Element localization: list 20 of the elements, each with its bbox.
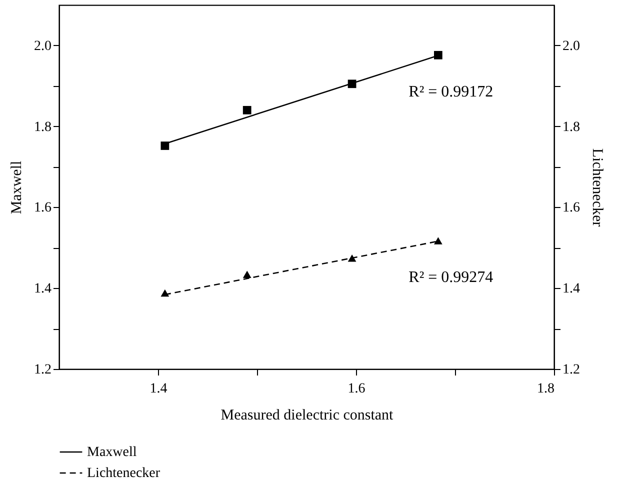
y2-axis-title: Lichtenecker	[589, 148, 605, 227]
legend-label: Maxwell	[87, 445, 137, 460]
y2-tick-label: 1.6	[562, 200, 580, 216]
y2-tick-label: 1.4	[562, 282, 580, 297]
y2-tick-label: 2.0	[562, 38, 580, 54]
legend-label: Lichtenecker	[87, 466, 160, 481]
x-tick-label: 1.4	[150, 382, 168, 396]
y2-tick-label: 1.8	[562, 120, 580, 135]
x-tick-label: 1.8	[537, 382, 554, 396]
y-tick-label: 1.4	[34, 282, 52, 297]
annotation: R² = 0.99274	[408, 269, 494, 286]
y-tick-label: 1.2	[34, 362, 52, 378]
y-tick-label: 1.6	[34, 200, 52, 216]
y-tick-label: 2.0	[34, 38, 52, 54]
x-tick-label: 1.6	[348, 382, 366, 396]
annotation: R² = 0.99172	[408, 84, 494, 101]
x-axis-title: Measured dielectric constant	[220, 408, 394, 424]
y2-tick-label: 1.2	[562, 362, 580, 378]
y-axis-title: Maxwell	[9, 160, 25, 214]
y-tick-label: 1.8	[34, 120, 52, 135]
